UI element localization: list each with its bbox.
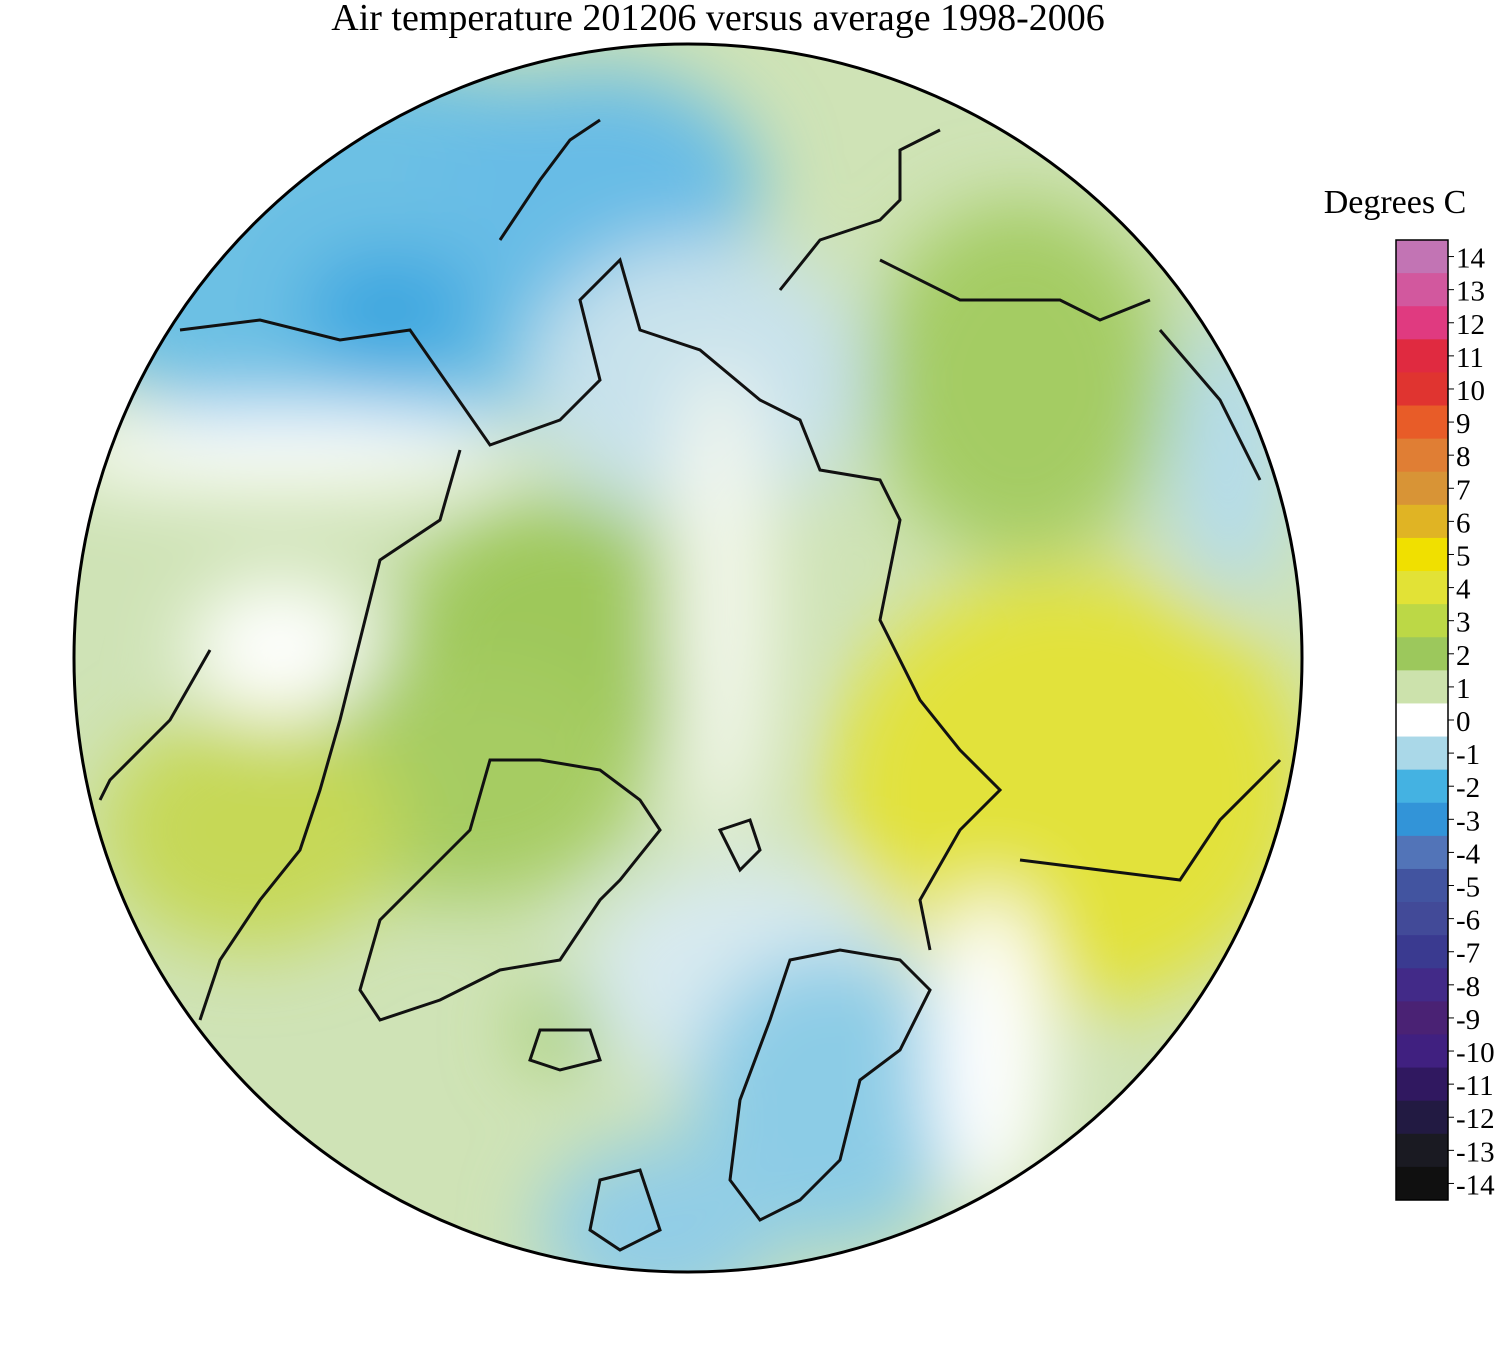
colorbar-tick-label: 4 bbox=[1456, 574, 1471, 606]
colorbar-tick-label: 6 bbox=[1456, 507, 1471, 539]
colorbar-swatch bbox=[1396, 471, 1448, 506]
colorbar-swatch bbox=[1396, 405, 1448, 440]
colorbar-swatch bbox=[1396, 504, 1448, 539]
temperature-field bbox=[74, 44, 1302, 1272]
colorbar-tick-label: -12 bbox=[1456, 1103, 1495, 1135]
colorbar-tick-label: 9 bbox=[1456, 408, 1471, 440]
map-border bbox=[72, 42, 1304, 1274]
colorbar-swatch bbox=[1396, 1100, 1448, 1135]
colorbar: 14131211109876543210-1-2-3-4-5-6-7-8-9-1… bbox=[1396, 240, 1495, 1201]
colorbar-tick-label: 5 bbox=[1456, 540, 1471, 572]
colorbar-swatch bbox=[1396, 670, 1448, 704]
colorbar-frame bbox=[1395, 239, 1449, 1201]
colorbar-tick-label: -7 bbox=[1456, 938, 1480, 970]
colorbar-swatch bbox=[1396, 1034, 1448, 1069]
colorbar-swatch bbox=[1396, 968, 1448, 1002]
colorbar-tick-label: -1 bbox=[1456, 739, 1480, 771]
colorbar-swatch bbox=[1396, 736, 1448, 771]
colorbar-swatch bbox=[1396, 372, 1448, 407]
colorbar-tick-label: 10 bbox=[1456, 375, 1485, 407]
colorbar-tick-label: -2 bbox=[1456, 772, 1480, 804]
colorbar-tick-label: -10 bbox=[1456, 1037, 1495, 1069]
colorbar-tick-label: -6 bbox=[1456, 905, 1480, 937]
colorbar-swatch bbox=[1396, 935, 1448, 969]
colorbar-label: Degrees C bbox=[1324, 184, 1467, 221]
colorbar-tick-label: -4 bbox=[1456, 838, 1481, 870]
colorbar-swatch bbox=[1396, 240, 1448, 274]
colorbar-swatch bbox=[1396, 604, 1448, 638]
colorbar-swatch bbox=[1396, 306, 1448, 340]
colorbar-tick-label: -3 bbox=[1456, 805, 1480, 837]
colorbar-swatch bbox=[1396, 868, 1448, 903]
colorbar-swatch bbox=[1396, 1166, 1448, 1201]
colorbar-swatch bbox=[1396, 537, 1448, 572]
colorbar-swatch bbox=[1396, 703, 1448, 738]
colorbar-swatch bbox=[1396, 339, 1448, 373]
coastlines bbox=[98, 118, 1282, 1252]
map-title: Air temperature 201206 versus average 19… bbox=[331, 0, 1104, 39]
colorbar-swatch bbox=[1396, 769, 1448, 804]
colorbar-tick-label: 14 bbox=[1456, 243, 1486, 275]
colorbar-tick-label: 2 bbox=[1456, 640, 1471, 672]
colorbar-tick-label: -13 bbox=[1456, 1136, 1495, 1168]
colorbar-swatch bbox=[1396, 1133, 1448, 1168]
colorbar-swatch bbox=[1396, 902, 1448, 936]
colorbar-tick-label: -5 bbox=[1456, 872, 1480, 904]
colorbar-swatch bbox=[1396, 438, 1448, 473]
colorbar-swatch bbox=[1396, 637, 1448, 671]
colorbar-tick-label: 0 bbox=[1456, 706, 1471, 738]
colorbar-tick-label: -11 bbox=[1456, 1070, 1494, 1102]
colorbar-tick-label: -14 bbox=[1456, 1169, 1495, 1201]
colorbar-swatch bbox=[1396, 1001, 1448, 1035]
colorbar-tick-label: 12 bbox=[1456, 309, 1485, 341]
colorbar-tick-label: -8 bbox=[1456, 971, 1480, 1003]
colorbar-swatch bbox=[1396, 1067, 1448, 1102]
colorbar-tick-label: 13 bbox=[1456, 276, 1485, 308]
colorbar-tick-label: 3 bbox=[1456, 607, 1471, 639]
colorbar-tick-label: 7 bbox=[1456, 474, 1471, 506]
colorbar-tick-label: 11 bbox=[1456, 342, 1484, 374]
colorbar-swatch bbox=[1396, 273, 1448, 307]
colorbar-swatch bbox=[1396, 571, 1448, 605]
colorbar-tick-label: 1 bbox=[1456, 673, 1471, 705]
colorbar-swatch bbox=[1396, 835, 1448, 870]
colorbar-tick-label: 8 bbox=[1456, 441, 1471, 473]
colorbar-tick-label: -9 bbox=[1456, 1004, 1480, 1036]
colorbar-swatch bbox=[1396, 802, 1448, 837]
